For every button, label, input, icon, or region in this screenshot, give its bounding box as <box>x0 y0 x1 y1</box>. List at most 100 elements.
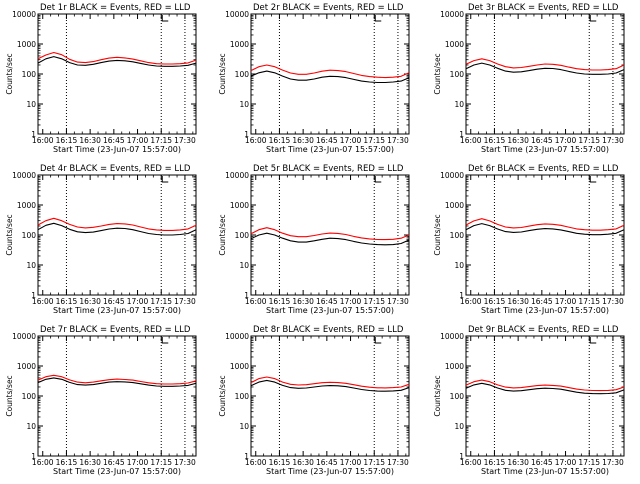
chart-panel-2: Det 2r BLACK = Events, RED = LLD 1 10 100 10… <box>218 3 410 154</box>
x-tick-label: 17:30 <box>174 297 196 306</box>
bracket-marker <box>161 337 169 344</box>
x-tick-label: 17:15 <box>363 458 385 467</box>
x-tick-label: 16:45 <box>316 458 338 467</box>
y-axis-label: Counts/sec <box>433 375 442 416</box>
x-tick-label: 16:30 <box>507 297 529 306</box>
x-tick-label: 17:30 <box>602 458 624 467</box>
y-axis-label: Counts/sec <box>218 375 227 416</box>
series-line-lld <box>465 379 625 392</box>
chart-title: Det 3r BLACK = Events, RED = LLD <box>468 3 619 13</box>
x-axis-label: Start Time (23-Jun-07 15:57:00) <box>53 145 181 154</box>
x-tick-label: 16:00 <box>32 136 54 145</box>
x-tick-label: 17:15 <box>578 297 600 306</box>
chart-panel-1: Det 1r BLACK = Events, RED = LLD 1 10 100 10… <box>5 3 197 154</box>
x-axis-label: Start Time (23-Jun-07 15:57:00) <box>481 306 609 315</box>
series-line-lld <box>250 376 410 389</box>
bracket-marker <box>161 176 169 183</box>
x-tick-label: 16:00 <box>32 458 54 467</box>
x-tick-label: 16:45 <box>531 458 553 467</box>
x-tick-label: 17:30 <box>387 297 409 306</box>
x-tick-label: 17:30 <box>602 297 624 306</box>
y-tick-label: 10 <box>26 422 36 431</box>
y-tick-label: 10000 <box>225 332 249 341</box>
x-tick-label: 16:45 <box>103 297 125 306</box>
x-tick-label: 16:00 <box>460 297 482 306</box>
y-tick-label: 1 <box>459 291 464 300</box>
x-tick-label: 17:15 <box>363 136 385 145</box>
bracket-marker <box>161 15 169 22</box>
chart-panel-7: Det 7r BLACK = Events, RED = LLD 1 10 100 10… <box>5 325 197 476</box>
series-line-lld <box>37 374 197 385</box>
x-tick-label: 17:00 <box>340 458 362 467</box>
bracket-marker <box>589 337 597 344</box>
x-tick-label: 16:30 <box>292 458 314 467</box>
x-tick-label: 16:15 <box>56 297 78 306</box>
x-tick-label: 16:30 <box>79 458 101 467</box>
y-tick-label: 1000 <box>445 40 464 49</box>
series-line-events <box>465 62 625 75</box>
chart-title: Det 8r BLACK = Events, RED = LLD <box>253 325 404 335</box>
y-tick-label: 1000 <box>230 201 249 210</box>
y-tick-label: 10000 <box>12 332 36 341</box>
y-tick-label: 10000 <box>440 171 464 180</box>
x-tick-label: 17:00 <box>340 297 362 306</box>
x-axis-label: Start Time (23-Jun-07 15:57:00) <box>53 306 181 315</box>
x-tick-label: 16:15 <box>484 458 506 467</box>
x-tick-label: 17:30 <box>602 136 624 145</box>
bracket-marker <box>374 176 382 183</box>
x-tick-label: 17:30 <box>387 136 409 145</box>
y-tick-label: 1 <box>459 452 464 461</box>
y-tick-label: 10 <box>239 100 249 109</box>
y-axis-label: Counts/sec <box>5 375 14 416</box>
y-tick-label: 1 <box>31 291 36 300</box>
x-tick-label: 17:00 <box>555 297 577 306</box>
x-tick-label: 17:00 <box>340 136 362 145</box>
x-axis-label: Start Time (23-Jun-07 15:57:00) <box>481 467 609 476</box>
y-tick-label: 10000 <box>440 332 464 341</box>
x-tick-label: 17:00 <box>127 136 149 145</box>
chart-title: Det 7r BLACK = Events, RED = LLD <box>40 325 191 335</box>
y-tick-label: 10000 <box>12 10 36 19</box>
series-line-lld <box>37 51 197 65</box>
x-tick-label: 17:00 <box>127 297 149 306</box>
y-tick-label: 1000 <box>17 201 36 210</box>
bracket-marker <box>589 176 597 183</box>
x-axis-label: Start Time (23-Jun-07 15:57:00) <box>481 145 609 154</box>
bracket-marker <box>374 15 382 22</box>
series-line-lld <box>465 218 625 231</box>
x-tick-label: 16:30 <box>79 136 101 145</box>
x-tick-label: 16:30 <box>292 297 314 306</box>
y-tick-label: 1 <box>31 130 36 139</box>
x-tick-label: 17:30 <box>387 458 409 467</box>
y-tick-label: 1 <box>459 130 464 139</box>
x-tick-label: 16:45 <box>316 297 338 306</box>
plot-frame <box>465 335 625 457</box>
plot-frame <box>37 335 197 457</box>
x-tick-label: 17:00 <box>127 458 149 467</box>
x-axis-label: Start Time (23-Jun-07 15:57:00) <box>53 467 181 476</box>
series-line-events <box>465 223 625 236</box>
bracket-marker <box>589 15 597 22</box>
x-tick-label: 16:45 <box>531 136 553 145</box>
chart-title: Det 5r BLACK = Events, RED = LLD <box>253 164 404 174</box>
x-tick-label: 16:45 <box>103 136 125 145</box>
x-tick-label: 17:15 <box>150 458 172 467</box>
x-tick-label: 16:15 <box>269 297 291 306</box>
x-tick-label: 16:30 <box>292 136 314 145</box>
series-line-events <box>37 377 197 387</box>
y-tick-label: 100 <box>450 70 465 79</box>
x-tick-label: 16:00 <box>460 458 482 467</box>
chart-title: Det 2r BLACK = Events, RED = LLD <box>253 3 404 13</box>
series-line-lld <box>250 227 410 241</box>
y-tick-label: 1000 <box>445 362 464 371</box>
y-tick-label: 10 <box>239 261 249 270</box>
x-tick-label: 17:15 <box>150 136 172 145</box>
chart-panel-8: Det 8r BLACK = Events, RED = LLD 1 10 100 10… <box>218 325 410 476</box>
y-tick-label: 100 <box>235 70 250 79</box>
y-tick-label: 1 <box>31 452 36 461</box>
series-line-events <box>250 232 410 246</box>
plot-frame <box>37 13 197 135</box>
y-tick-label: 100 <box>235 231 250 240</box>
